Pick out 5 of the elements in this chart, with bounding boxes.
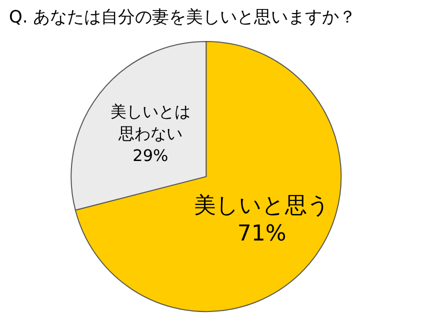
slice-label: 美しいとは思わない [110,102,190,143]
data-label: 71% [237,221,286,246]
data-label: 29% [132,146,168,165]
chart-title: Q. あなたは自分の妻を美しいと思いますか？ [9,8,356,28]
slice-label: 美しいと思う [194,193,330,218]
